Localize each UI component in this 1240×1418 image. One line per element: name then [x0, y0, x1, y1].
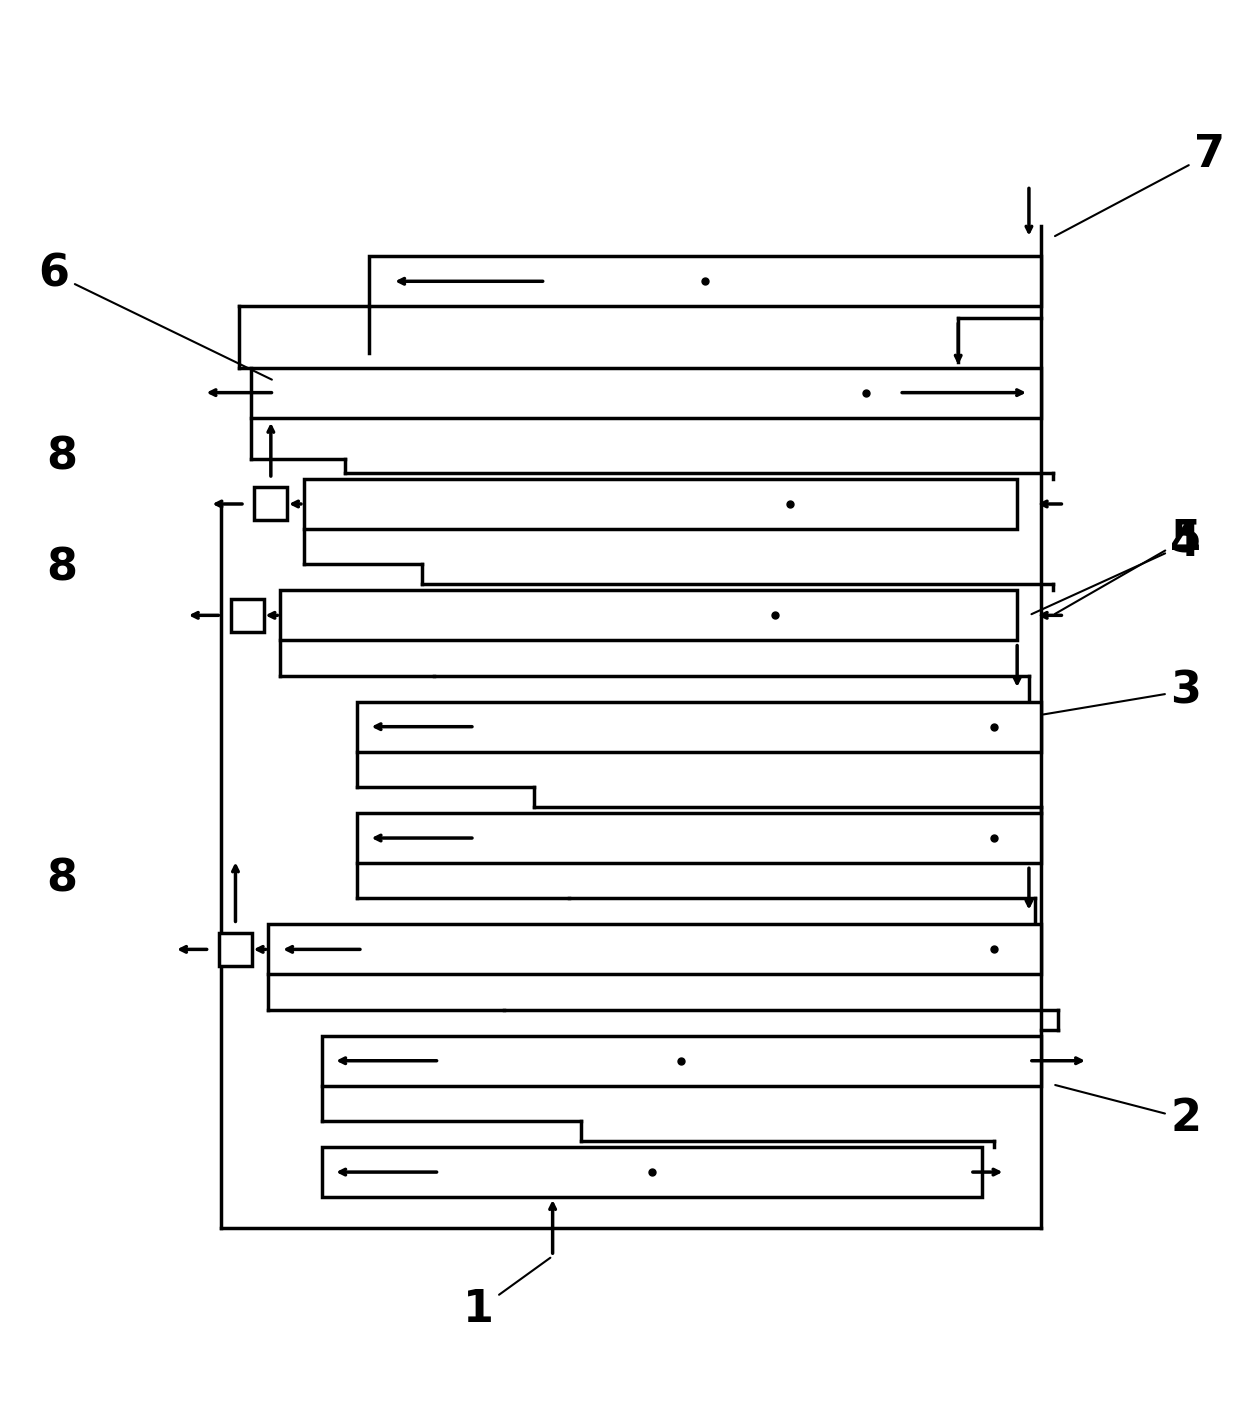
Text: 5: 5 [1055, 518, 1202, 614]
Bar [357, 813, 1040, 864]
Text: 3: 3 [1044, 669, 1202, 715]
Bar [321, 1035, 1040, 1086]
Bar [254, 488, 288, 520]
Bar [269, 925, 1040, 974]
Text: 7: 7 [1055, 133, 1225, 235]
Bar [250, 367, 1040, 418]
Bar [304, 479, 1017, 529]
Bar [357, 702, 1040, 752]
Bar [231, 598, 264, 632]
Text: 8: 8 [47, 435, 78, 478]
Text: 6: 6 [38, 252, 272, 380]
Bar [321, 1147, 982, 1197]
Text: 4: 4 [1032, 522, 1202, 614]
Text: 2: 2 [1055, 1085, 1202, 1140]
Bar [368, 257, 1040, 306]
Bar [280, 590, 1017, 641]
Text: 1: 1 [463, 1258, 551, 1332]
Bar [219, 933, 252, 966]
Text: 8: 8 [47, 856, 78, 900]
Text: 8: 8 [47, 547, 78, 590]
